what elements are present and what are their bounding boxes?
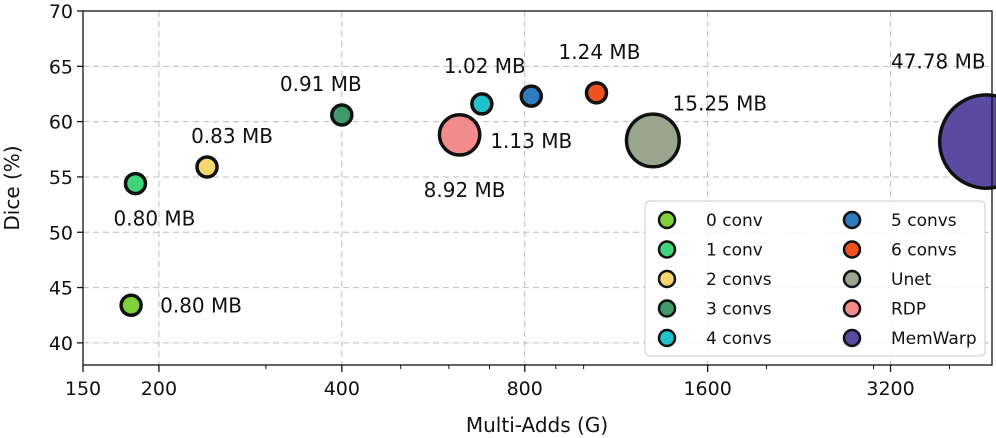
bubble-2-convs (195, 155, 219, 179)
legend-marker-5-convs (842, 210, 862, 230)
annotation-4-convs: 1.02 MB (444, 54, 526, 78)
annotation-3-convs: 0.91 MB (280, 72, 362, 96)
bubble-memwarp (937, 93, 996, 190)
y-tick-label: 65 (49, 56, 73, 78)
y-axis-title: Dice (%) (0, 145, 24, 230)
legend-marker-rdp (842, 299, 862, 318)
annotation-unet: 15.25 MB (673, 91, 768, 115)
bubble-5-convs (519, 84, 544, 108)
x-tick-label: 1600 (683, 378, 731, 400)
legend-label-0-conv: 0 conv (706, 211, 763, 231)
annotation-rdp: 8.92 MB (424, 178, 506, 202)
plot-frame (82, 10, 993, 366)
axes: 40 45 50 55 60 65 70 150 200 400 800 1600 3200 (49, 1, 950, 400)
legend-label-unet: Unet (891, 270, 932, 290)
y-tick-label: 60 (49, 112, 73, 134)
legend-label-rdp: RDP (891, 300, 926, 320)
legend-marker-0-conv (657, 210, 677, 230)
legend-label-1-conv: 1 conv (706, 241, 763, 261)
legend-marker-3-convs (657, 299, 677, 318)
bubble-3-convs (330, 103, 354, 127)
bubble-layer (119, 81, 996, 318)
bubble-0-conv (119, 293, 143, 318)
y-tick-label: 50 (49, 222, 73, 244)
x-tick-label: 400 (324, 378, 360, 400)
bubble-rdp (437, 112, 482, 157)
x-axis-title: Multi-Adds (G) (466, 413, 608, 437)
legend-label-3-convs: 3 convs (706, 300, 772, 320)
legend-label-6-convs: 6 convs (891, 241, 957, 261)
bubble-4-convs (470, 92, 494, 116)
annotation-5-convs: 1.13 MB (490, 129, 572, 153)
size-annotations: 0.80 MB 0.80 MB 0.83 MB 0.91 MB 1.02 MB 1.13 … (114, 40, 986, 317)
legend-label-4-convs: 4 convs (706, 329, 772, 349)
bubble-1-conv (123, 171, 148, 196)
legend-label-memwarp: MemWarp (891, 329, 977, 349)
x-tick-label: 800 (507, 378, 543, 400)
legend-marker-unet (842, 269, 862, 289)
y-tick-label: 70 (49, 1, 73, 23)
legend-label-5-convs: 5 convs (891, 211, 957, 231)
y-tick-label: 45 (49, 278, 73, 300)
legend-marker-4-convs (657, 328, 677, 348)
legend-marker-2-convs (657, 269, 677, 289)
annotation-2-convs: 0.83 MB (191, 124, 273, 148)
annotation-memwarp: 47.78 MB (891, 50, 986, 74)
legend: 0 conv 1 conv 2 convs 3 convs 4 convs 5 convs… (644, 200, 986, 357)
legend-label-2-convs: 2 convs (706, 270, 772, 290)
legend-marker-6-convs (842, 240, 862, 259)
y-tick-label: 55 (49, 167, 73, 189)
y-tick-label: 40 (49, 333, 73, 355)
annotation-0-conv: 0.80 MB (160, 293, 242, 317)
bubble-unet (624, 112, 681, 169)
x-tick-label: 3200 (866, 378, 914, 400)
annotation-1-conv: 0.80 MB (114, 207, 196, 231)
annotation-6-convs: 1.24 MB (559, 40, 641, 64)
legend-marker-1-conv (657, 240, 677, 259)
x-tick-label: 150 (65, 378, 101, 400)
bubble-6-convs (584, 81, 609, 105)
legend-marker-memwarp (842, 328, 862, 348)
legend-box (644, 200, 986, 357)
x-tick-label: 200 (141, 378, 177, 400)
